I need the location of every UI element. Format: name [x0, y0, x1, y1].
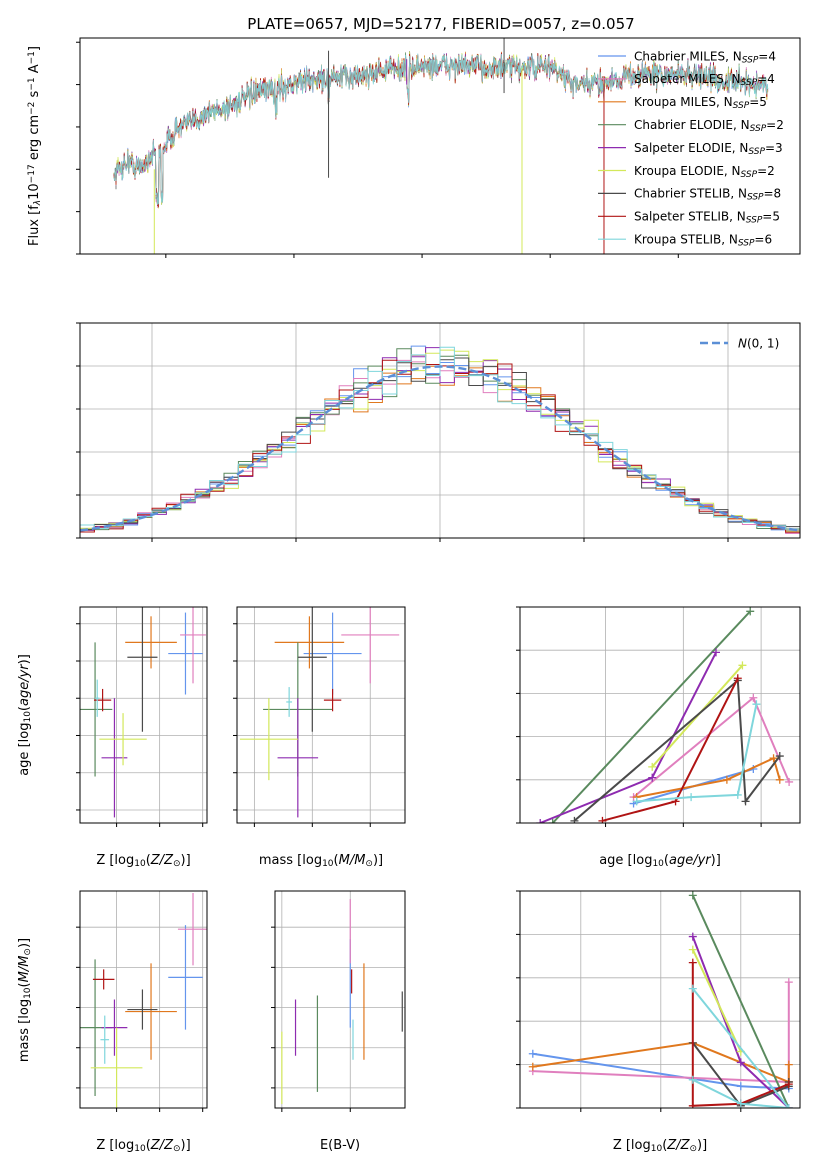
weight-marker-2 — [722, 775, 731, 784]
weight-marker-8 — [784, 1104, 793, 1108]
weight-marker-3 — [746, 607, 755, 616]
figure-title: PLATE=0657, MJD=52177, FIBERID=0057, z=0… — [247, 15, 634, 33]
legend-entry-1: Salpeter MILES, NSSP=4 — [634, 72, 775, 88]
weight-marker-3 — [548, 819, 557, 823]
mass-vs-metallicity-panel: Z [log10(Z/Z⊙)] mass [log10(M/M⊙)] — [17, 890, 208, 1154]
weight-marker-1 — [749, 693, 758, 702]
weight-marker-7 — [688, 958, 697, 967]
plot-frame — [519, 890, 801, 1109]
weight-marker-4 — [736, 1058, 745, 1067]
y-axis-label: mass [log10(M/M⊙)] — [17, 938, 33, 1062]
weight-marker-0 — [528, 1049, 537, 1058]
normal-reference-curve — [80, 365, 800, 532]
weight-marker-8 — [632, 797, 641, 806]
weight-marker-5 — [738, 661, 747, 670]
age-vs-metallicity-panel: Z [log10(Z/Z⊙)] age [log10(age/yr)] — [17, 606, 208, 869]
weight-series-3 — [551, 610, 751, 823]
weight-marker-8 — [736, 1099, 745, 1108]
weight-series-8 — [692, 987, 791, 1108]
weight-marker-2 — [784, 1060, 793, 1069]
plot-frame — [236, 606, 406, 824]
legend-entry-5: Kroupa ELODIE, NSSP=2 — [634, 164, 775, 180]
weight-marker-2 — [528, 1062, 537, 1071]
spectrum-lines — [113, 38, 769, 254]
x-axis-label: Z [log10(Z/Z⊙)] — [96, 853, 190, 869]
weight-series-5 — [691, 949, 742, 1053]
legend-entry-0: Chabrier MILES, NSSP=4 — [634, 49, 776, 65]
spectrum-panel: Flux [fλ10−17 erg cm−2 s−1 A−1] Chabrier … — [27, 37, 801, 258]
histogram-lines — [80, 345, 800, 535]
weight-series-8 — [636, 703, 758, 803]
weight-marker-4 — [688, 932, 697, 941]
weight-marker-8 — [687, 793, 696, 802]
weight-marker-7 — [688, 1101, 697, 1108]
y-axis-label: age [log10(age/yr)] — [17, 654, 33, 776]
x-axis-label: Z [log10(Z/Z⊙)] — [613, 1138, 707, 1154]
plot-frame — [79, 322, 801, 539]
legend-entry-4: Salpeter ELODIE, NSSP=3 — [634, 141, 783, 157]
weight-marker-6 — [775, 752, 784, 761]
plot-frame — [79, 890, 208, 1109]
y-axis-label: Flux [fλ10−17 erg cm−2 s−1 A−1] — [27, 46, 43, 246]
weight-marker-7 — [784, 1080, 793, 1089]
weight-marker-4 — [648, 773, 657, 782]
weight-vs-age-panel: age [log10(age/yr)] — [516, 606, 801, 869]
x-axis-label: Z [log10(Z/Z⊙)] — [96, 1138, 190, 1154]
weight-marker-4 — [536, 819, 545, 823]
plot-frame — [519, 606, 801, 824]
legend-entry-8: Kroupa STELIB, NSSP=6 — [634, 233, 772, 249]
legend-entry-2: Kroupa MILES, NSSP=5 — [634, 95, 767, 111]
plot-frame — [274, 890, 406, 1109]
weight-marker-6 — [570, 816, 579, 823]
weight-marker-2 — [769, 754, 778, 763]
weight-marker-6 — [741, 797, 750, 806]
weight-marker-5 — [648, 762, 657, 771]
errorbars — [281, 899, 403, 1104]
weight-marker-8 — [733, 790, 742, 799]
errorbars — [239, 607, 400, 818]
legend-entry-normal: N(0, 1) — [738, 337, 779, 351]
age-vs-mass-panel: mass [log10(M/M⊙)] — [233, 606, 406, 869]
weight-lines — [536, 607, 794, 823]
weight-marker-1 — [785, 777, 794, 786]
plot-frame — [79, 606, 208, 824]
x-axis-label: E(B-V) — [320, 1138, 360, 1153]
weight-marker-8 — [688, 984, 697, 993]
legend-entry-7: Salpeter STELIB, NSSP=5 — [634, 210, 780, 226]
weight-vs-metallicity-panel: Z [log10(Z/Z⊙)] — [516, 890, 801, 1154]
weight-series-3 — [691, 894, 790, 1108]
legend-entry-6: Chabrier STELIB, NSSP=8 — [634, 187, 781, 203]
spectrum-series-8 — [113, 53, 769, 205]
weight-marker-8 — [688, 1075, 697, 1084]
weight-marker-1 — [784, 978, 793, 987]
mass-vs-ebv-panel: E(B-V) — [271, 890, 406, 1153]
x-axis-label: mass [log10(M/M⊙)] — [259, 853, 383, 869]
errorbars — [80, 607, 206, 818]
weight-marker-4 — [712, 648, 720, 657]
x-axis-label: age [log10(age/yr)] — [599, 853, 721, 869]
weight-marker-7 — [598, 816, 607, 823]
weight-series-6 — [573, 678, 781, 822]
plot-frame — [79, 37, 801, 255]
weight-marker-5 — [688, 945, 697, 954]
weight-lines — [528, 891, 793, 1108]
weight-marker-2 — [775, 775, 784, 784]
histogram-series-8 — [80, 346, 800, 532]
weight-marker-8 — [752, 700, 761, 709]
legend-entry-3: Chabrier ELODIE, NSSP=2 — [634, 118, 784, 134]
weight-series-7 — [691, 962, 790, 1107]
weight-marker-3 — [688, 891, 697, 900]
errorbars — [80, 893, 207, 1108]
residual-histogram-panel: N(0, 1) — [76, 322, 801, 542]
weight-marker-7 — [733, 674, 742, 683]
weight-marker-0 — [736, 1082, 745, 1091]
